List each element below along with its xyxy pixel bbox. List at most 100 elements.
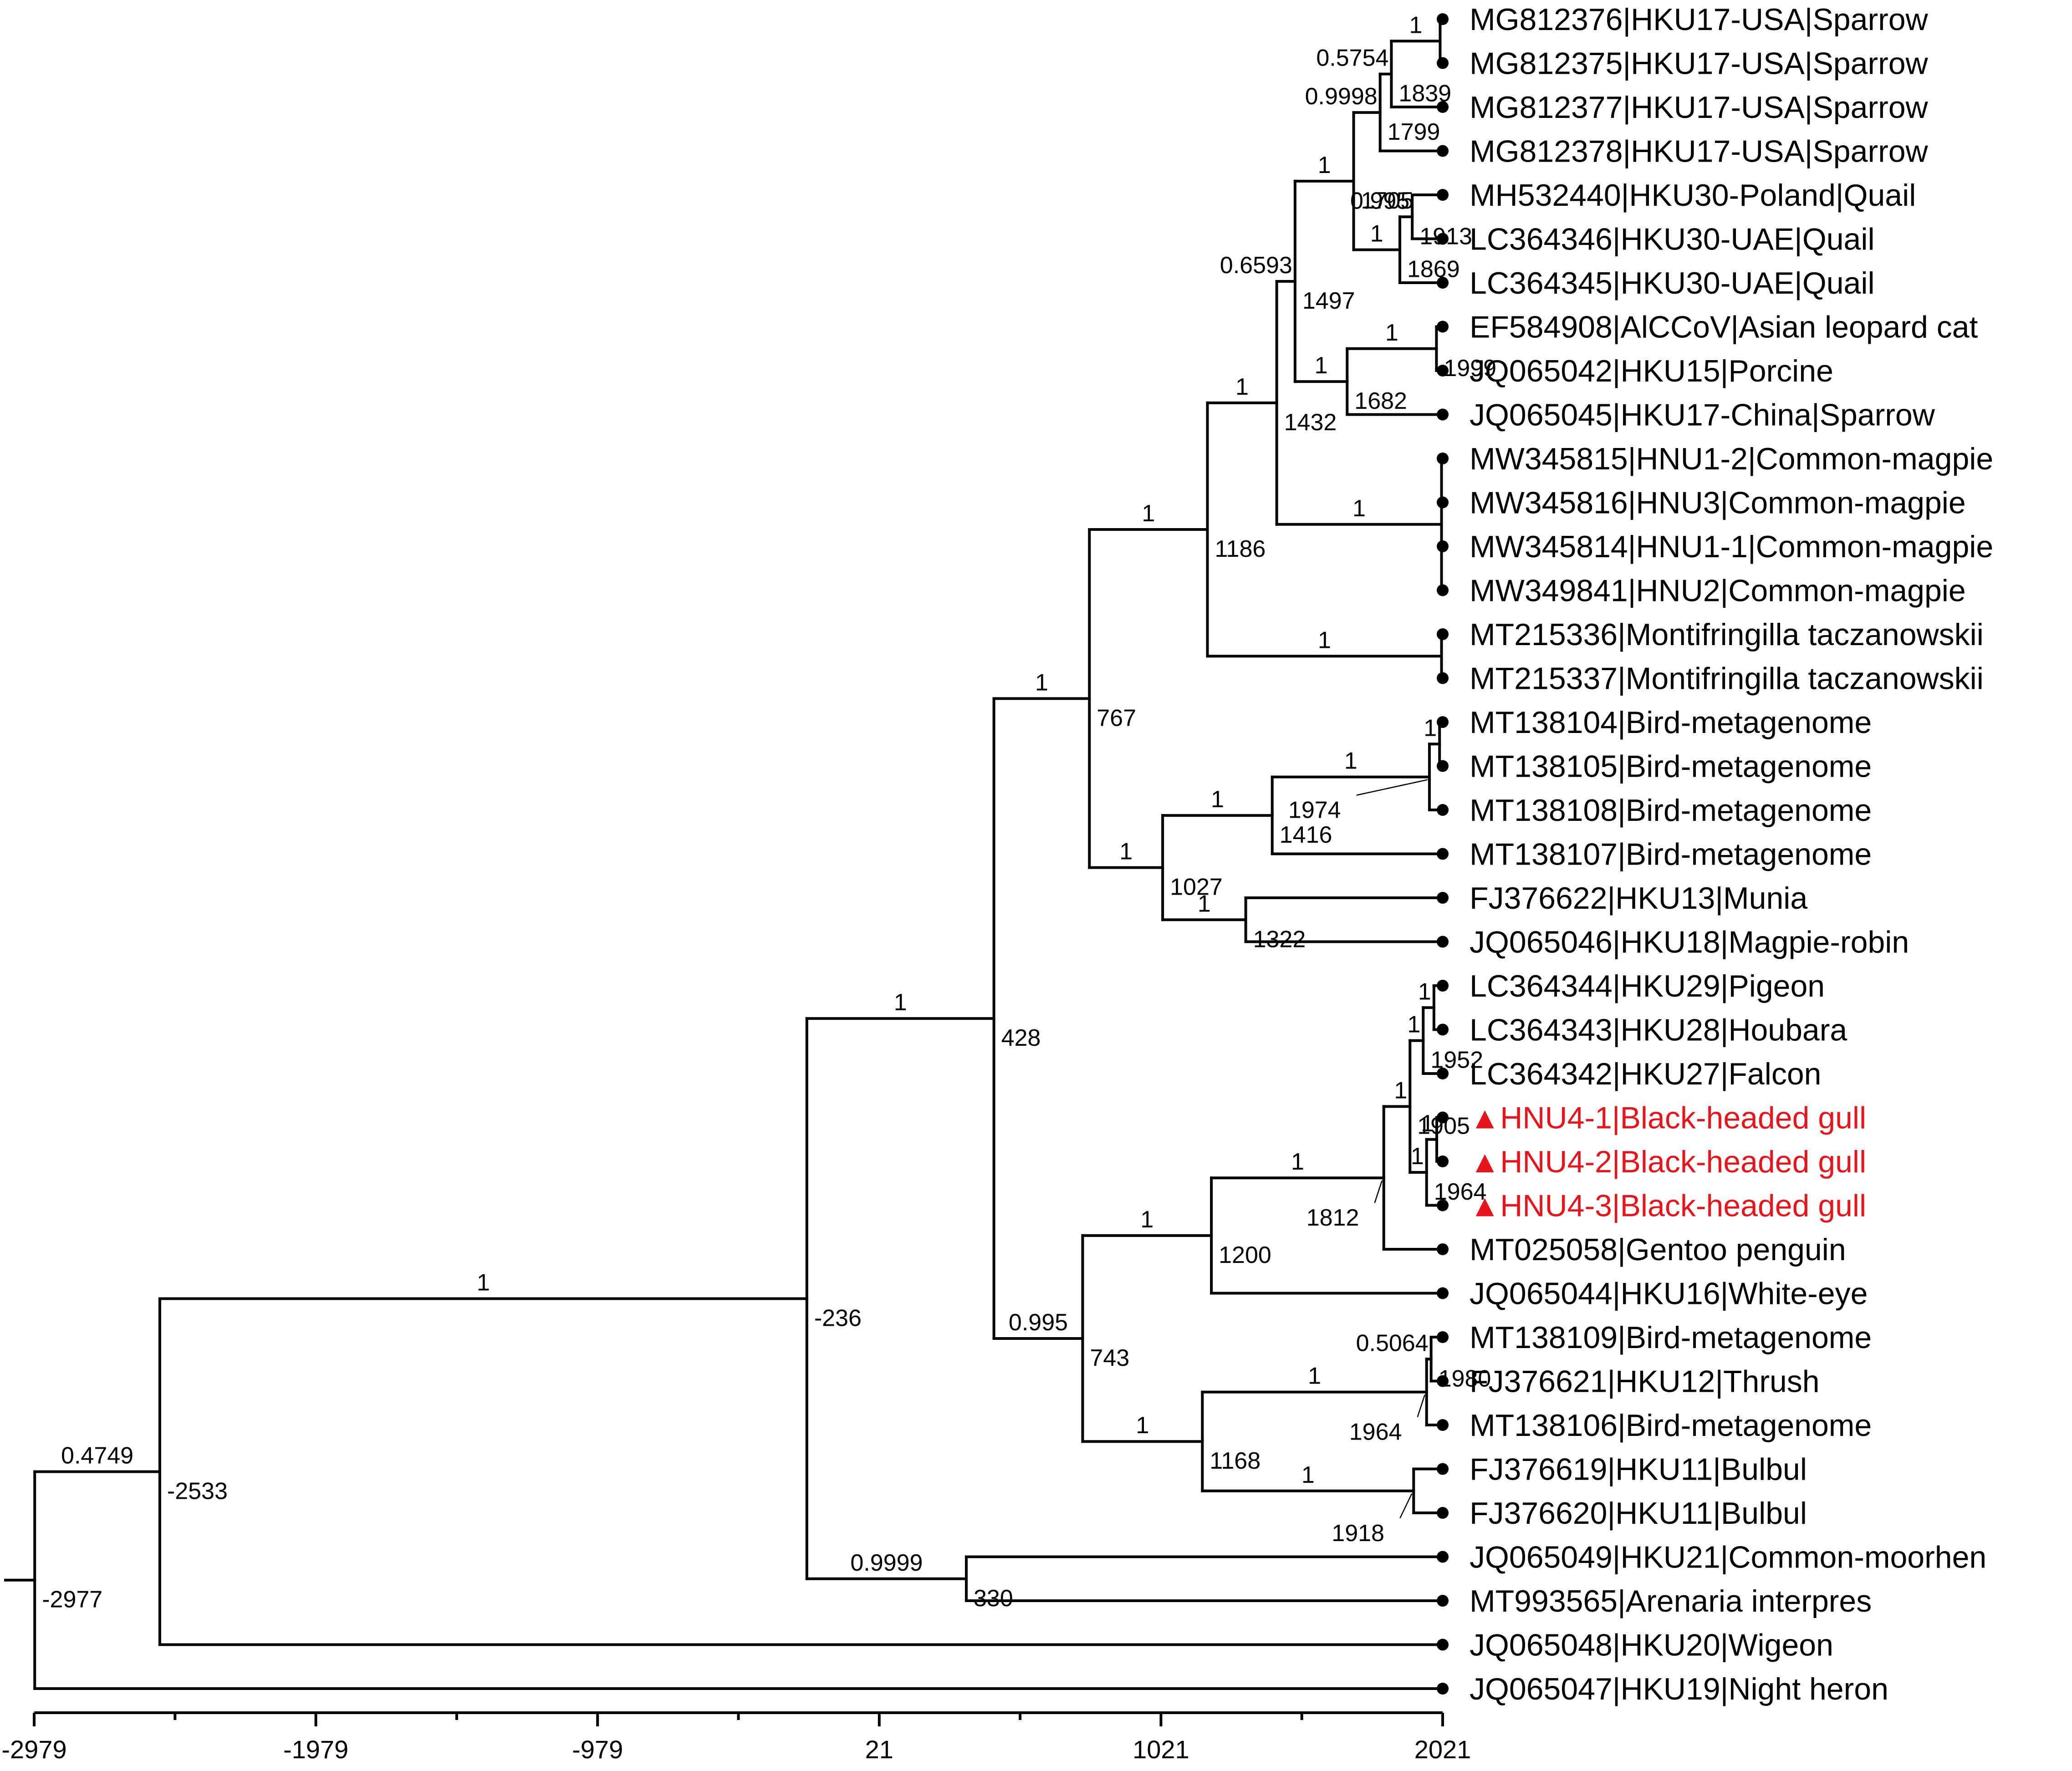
support-value: 0.9998 xyxy=(1305,83,1378,110)
node-age-label: 1682 xyxy=(1354,388,1407,414)
support-value: 1 xyxy=(1352,495,1366,522)
tip-label: LC364344|HKU29|Pigeon xyxy=(1470,969,1825,1003)
tip-marker xyxy=(1437,1419,1449,1431)
node-age-label: 1974 xyxy=(1288,797,1341,824)
support-value: 1 xyxy=(1301,1462,1315,1488)
support-value: 0.5754 xyxy=(1316,45,1388,71)
tip-marker xyxy=(1437,1287,1449,1299)
support-value: 0.6593 xyxy=(1220,252,1292,279)
tip-marker xyxy=(1437,936,1449,948)
node-age-label: -236 xyxy=(814,1305,862,1331)
support-value: 1 xyxy=(1318,627,1331,653)
axis-tick-label: 2021 xyxy=(1414,1735,1471,1764)
support-value: 0.995 xyxy=(1350,188,1409,214)
support-value: 0.4749 xyxy=(61,1442,133,1469)
tip-label: MW349841|HNU2|Common-magpie xyxy=(1470,574,1966,608)
tip-label: MG812377|HKU17-USA|Sparrow xyxy=(1470,90,1929,125)
support-value: 0.5064 xyxy=(1356,1330,1429,1356)
pointer-arrow xyxy=(1356,779,1428,796)
tip-label: ▲HNU4-3|Black-headed gull xyxy=(1470,1189,1866,1223)
tip-marker xyxy=(1437,1023,1449,1036)
axis-tick-label: -2979 xyxy=(1,1735,66,1764)
axis-tick-label: -979 xyxy=(572,1735,623,1764)
support-value: 1 xyxy=(1370,221,1383,247)
node-age-label: 1186 xyxy=(1215,536,1266,562)
tip-label: JQ065048|HKU20|Wigeon xyxy=(1470,1628,1833,1663)
support-value: 1 xyxy=(1407,1012,1420,1038)
tip-marker xyxy=(1437,57,1449,69)
tip-label: JQ065045|HKU17-China|Sparrow xyxy=(1470,398,1935,433)
tip-label: MT138106|Bird-metagenome xyxy=(1470,1408,1872,1443)
tip-label: FJ376621|HKU12|Thrush xyxy=(1470,1364,1820,1399)
node-age-label: -2977 xyxy=(42,1587,102,1613)
node-age-label: 1432 xyxy=(1284,409,1337,436)
tip-label: ▲HNU4-2|Black-headed gull xyxy=(1470,1145,1866,1179)
node-age-label: 1913 xyxy=(1419,223,1472,249)
support-value: 1 xyxy=(1318,152,1331,178)
tip-marker xyxy=(1437,628,1449,640)
tip-marker xyxy=(1437,189,1449,201)
tip-marker xyxy=(1437,277,1449,289)
support-value: 1 xyxy=(1142,500,1155,527)
tip-label: MT138105|Bird-metagenome xyxy=(1470,749,1872,784)
support-value: 1 xyxy=(1394,1077,1407,1104)
support-value: 1 xyxy=(477,1269,490,1296)
pointer-arrow xyxy=(1374,1180,1383,1203)
node-age-label: 1918 xyxy=(1332,1520,1384,1547)
tip-label: JQ065047|HKU19|Night heron xyxy=(1470,1672,1888,1706)
tip-label: MW345816|HNU3|Common-magpie xyxy=(1470,486,1966,520)
tip-label: JQ065046|HKU18|Magpie-robin xyxy=(1470,925,1909,960)
tip-marker xyxy=(1437,321,1449,333)
tip-label: EF584908|AlCCoV|Asian leopard cat xyxy=(1470,310,1978,345)
support-value: 1 xyxy=(1385,320,1398,346)
node-age-label: 1952 xyxy=(1430,1047,1483,1074)
support-value: 1 xyxy=(1344,748,1358,774)
tip-marker xyxy=(1437,1639,1449,1651)
node-age-label: 1905 xyxy=(1417,1113,1470,1139)
tip-label: JQ065044|HKU16|White-eye xyxy=(1470,1277,1868,1311)
axis-tick-label: 1021 xyxy=(1133,1735,1189,1764)
pointer-arrow xyxy=(1399,1493,1413,1519)
tip-marker xyxy=(1437,496,1449,509)
node-age-label: 1799 xyxy=(1388,119,1440,145)
tip-marker xyxy=(1437,1595,1449,1607)
node-age-label: 1322 xyxy=(1253,926,1306,952)
tip-marker xyxy=(1437,233,1449,245)
tip-label: FJ376620|HKU11|Bulbul xyxy=(1470,1496,1807,1531)
support-value: 1 xyxy=(1136,1412,1149,1439)
tip-marker xyxy=(1437,1243,1449,1255)
node-age-label: 1168 xyxy=(1210,1448,1261,1474)
tip-label: MT138104|Bird-metagenome xyxy=(1470,705,1872,740)
node-age-label: 1200 xyxy=(1219,1242,1271,1268)
tip-label: MT138109|Bird-metagenome xyxy=(1470,1320,1872,1355)
support-value: 1 xyxy=(1421,1110,1434,1137)
support-value: 1 xyxy=(1198,891,1211,917)
tip-marker xyxy=(1437,1683,1449,1695)
support-value: 0.9999 xyxy=(850,1550,923,1576)
tip-label: FJ376622|HKU13|Munia xyxy=(1470,881,1807,916)
tip-marker xyxy=(1437,540,1449,552)
tip-marker xyxy=(1437,1463,1449,1475)
tip-label: MW345814|HNU1-1|Common-magpie xyxy=(1470,529,1993,564)
support-value: 1 xyxy=(1211,786,1224,813)
tip-labels: MG812376|HKU17-USA|Sparrow MG812375|HKU17… xyxy=(1470,2,1993,1706)
tip-marker xyxy=(1437,760,1449,772)
tip-marker xyxy=(1437,1551,1449,1563)
tip-label: MT993565|Arenaria interpres xyxy=(1470,1584,1872,1618)
tip-label: LC364343|HKU28|Houbara xyxy=(1470,1013,1847,1048)
node-age-label: 1869 xyxy=(1407,256,1460,283)
node-age-label: -2533 xyxy=(167,1478,228,1504)
tip-marker xyxy=(1437,1507,1449,1519)
tip-marker xyxy=(1437,1375,1449,1387)
tip-marker xyxy=(1437,1331,1449,1343)
tip-marker xyxy=(1437,145,1449,157)
tip-label: MT215337|Montifringilla taczanowskii xyxy=(1470,662,1984,696)
node-age-label: 1497 xyxy=(1302,288,1355,314)
tip-label: MW345815|HNU1-2|Common-magpie xyxy=(1470,442,1993,476)
node-age-label: 1705 xyxy=(1361,188,1414,214)
tip-marker xyxy=(1437,1199,1449,1211)
support-value: 1 xyxy=(1418,978,1431,1005)
tip-label: MT138107|Bird-metagenome xyxy=(1470,837,1872,872)
axis-tick-label: -1979 xyxy=(283,1735,348,1764)
